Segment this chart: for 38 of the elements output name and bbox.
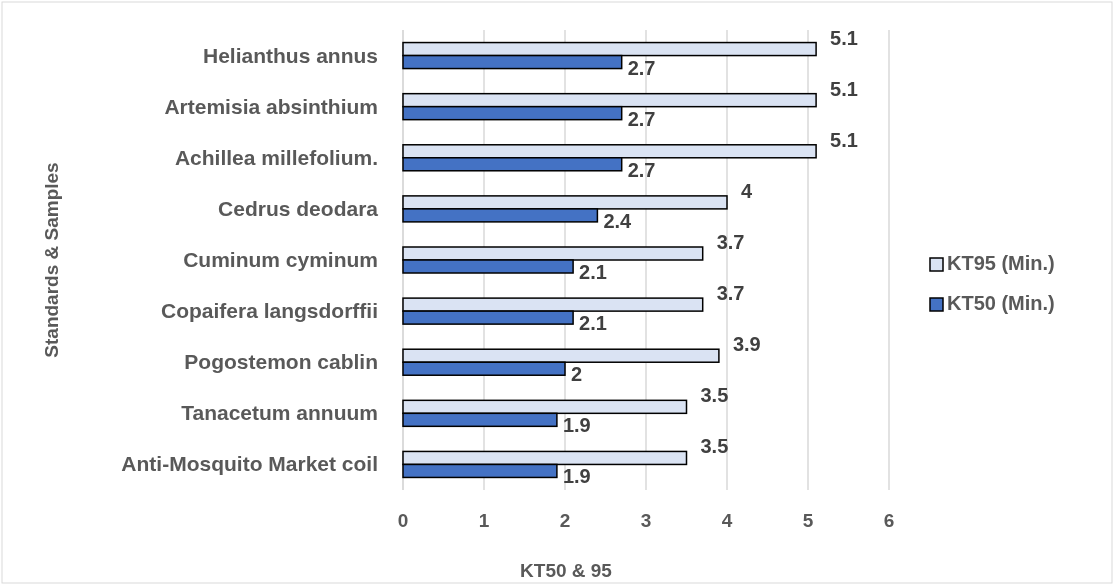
legend-label: KT50 (Min.) [947, 292, 1055, 314]
y-axis-title: Standards & Samples [41, 162, 62, 358]
y-tick-label: Achillea millefolium. [174, 145, 378, 169]
y-tick-label: Anti-Mosquito Market coil [121, 452, 378, 476]
data-label: 2.4 [603, 209, 633, 232]
data-label: 3.5 [700, 435, 729, 458]
data-label: 2.7 [627, 56, 656, 79]
y-tick-label: Helianthus annus [202, 43, 378, 67]
data-label: 4 [741, 179, 753, 202]
data-label: 1.9 [562, 414, 591, 437]
data-label: 2.1 [579, 312, 607, 335]
y-tick-label: Tanacetum annuum [181, 401, 378, 425]
y-tick-label: Cuminum cyminum [183, 248, 378, 271]
data-label: 1.9 [562, 465, 591, 488]
x-axis-title: KT50 & 95 [520, 560, 613, 581]
x-tick-label: 3 [640, 510, 652, 531]
data-label: 2.7 [627, 107, 656, 130]
data-label: 3.7 [716, 282, 745, 305]
data-label: 2.7 [627, 158, 656, 181]
x-tick-label: 4 [721, 510, 733, 531]
x-tick-label: 6 [883, 510, 895, 531]
data-label: 3.5 [700, 384, 729, 407]
data-label: 3.9 [732, 333, 761, 356]
y-tick-label: Cedrus deodara [218, 196, 379, 220]
x-tick-label: 2 [559, 510, 571, 531]
data-label: 2 [571, 363, 583, 386]
y-tick-label: Pogostemon cablin [184, 350, 378, 374]
data-label: 2.1 [579, 261, 607, 283]
y-tick-label: Artemisia absinthium [164, 94, 378, 118]
y-tick-label: Copaifera langsdorffii [160, 299, 378, 323]
x-tick-label: 0 [397, 510, 409, 531]
data-label: 3.7 [716, 231, 745, 253]
data-label: 5.1 [830, 26, 858, 49]
data-label: 5.1 [830, 128, 858, 151]
x-tick-label: 5 [802, 510, 814, 531]
legend-label: KT95 (Min.) [947, 252, 1055, 274]
x-tick-label: 1 [478, 510, 490, 531]
data-label: 5.1 [830, 77, 858, 100]
